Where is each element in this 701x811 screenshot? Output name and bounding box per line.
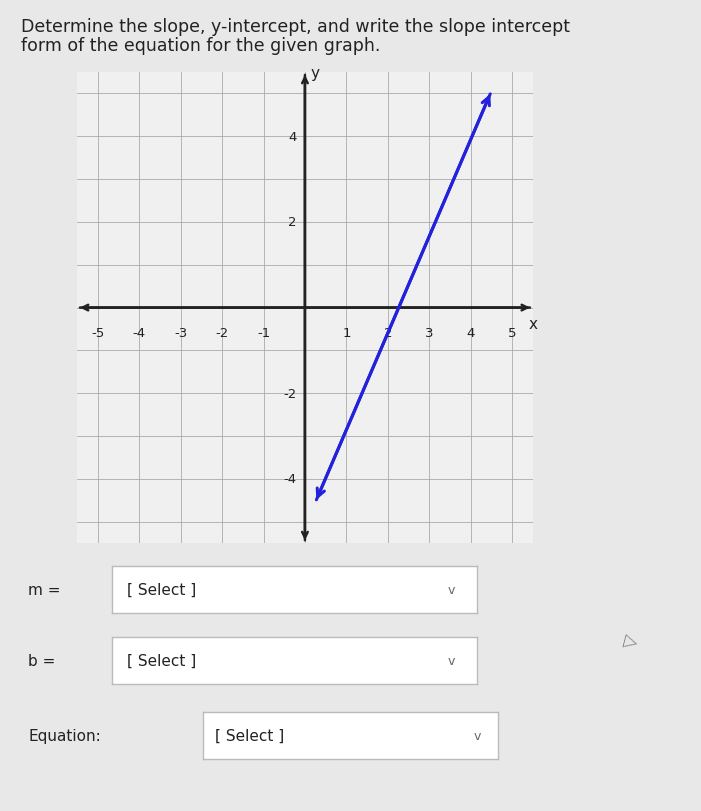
Text: m =: m = — [28, 582, 60, 597]
Text: y: y — [311, 66, 320, 80]
Text: -4: -4 — [283, 473, 297, 486]
Text: Equation:: Equation: — [28, 728, 101, 743]
Text: -1: -1 — [257, 326, 270, 339]
Text: v: v — [447, 654, 455, 667]
Text: -5: -5 — [91, 326, 104, 339]
Text: ▷: ▷ — [622, 630, 640, 651]
Text: Determine the slope, y-intercept, and write the slope intercept: Determine the slope, y-intercept, and wr… — [21, 18, 570, 36]
Text: 2: 2 — [288, 217, 297, 230]
Text: x: x — [529, 317, 537, 332]
Text: [ Select ]: [ Select ] — [215, 728, 285, 743]
Text: 5: 5 — [508, 326, 517, 339]
Text: 1: 1 — [342, 326, 350, 339]
Text: [ Select ]: [ Select ] — [127, 582, 196, 597]
Text: 4: 4 — [466, 326, 475, 339]
Text: -4: -4 — [132, 326, 146, 339]
Text: 4: 4 — [288, 131, 297, 144]
Text: -2: -2 — [215, 326, 229, 339]
Text: 3: 3 — [425, 326, 433, 339]
Text: v: v — [473, 729, 481, 742]
Text: 2: 2 — [383, 326, 392, 339]
Text: v: v — [447, 583, 455, 596]
Text: -3: -3 — [174, 326, 187, 339]
Text: -2: -2 — [283, 387, 297, 400]
Text: form of the equation for the given graph.: form of the equation for the given graph… — [21, 36, 381, 54]
Text: [ Select ]: [ Select ] — [127, 654, 196, 668]
Text: b =: b = — [28, 654, 55, 668]
